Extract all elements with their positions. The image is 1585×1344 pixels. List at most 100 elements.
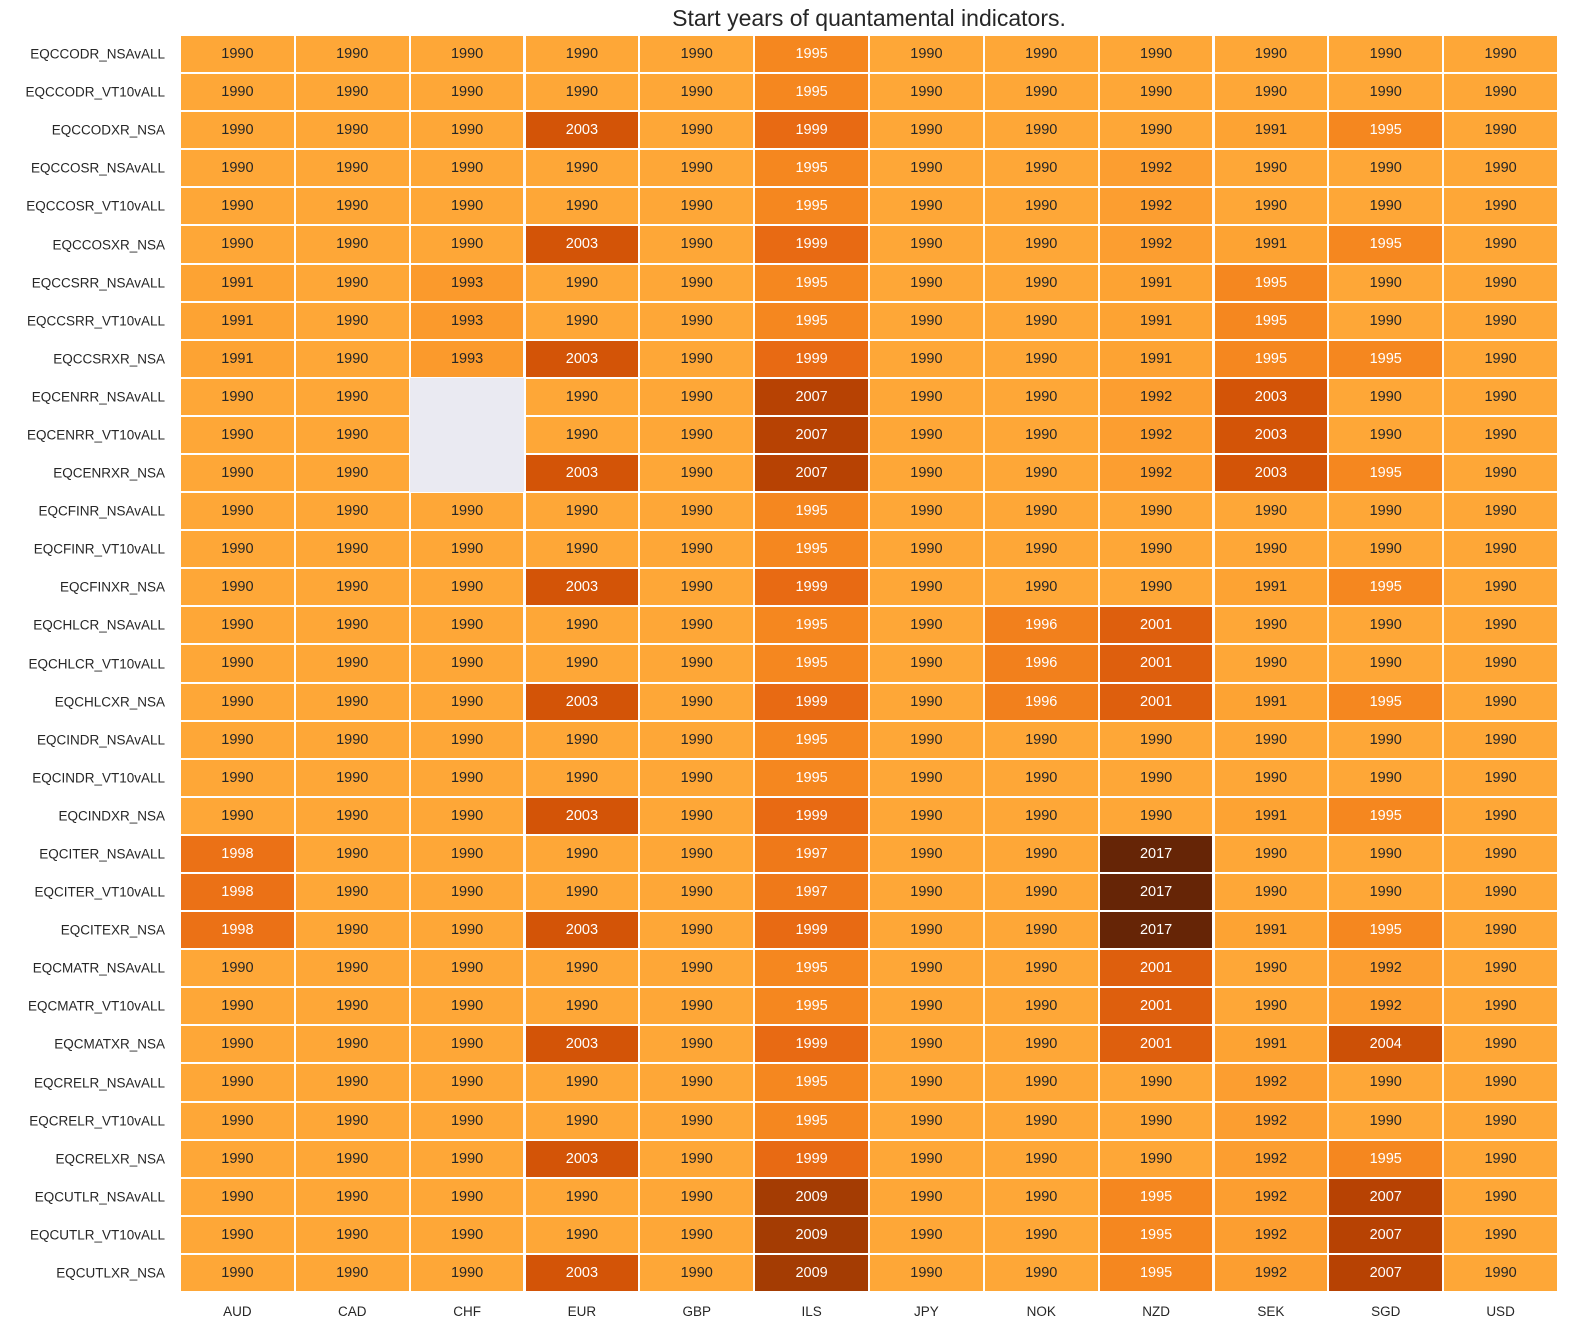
cell-value-label: 1990 (680, 655, 713, 672)
heatmap-cell: 1990 (869, 720, 984, 759)
heatmap-cell: 1991 (1098, 301, 1214, 340)
cell-value-label: 1990 (221, 1226, 254, 1243)
cell-value-label: 1990 (1484, 579, 1517, 596)
heatmap-cell: 1996 (983, 682, 1099, 721)
heatmap-cell: 1990 (180, 187, 295, 226)
cell-value-label: 1990 (221, 541, 254, 558)
heatmap-cell: 1990 (983, 111, 1099, 150)
heatmap-cell: 1990 (1213, 606, 1329, 645)
chart-title: Start years of quantamental indicators. (672, 5, 1066, 31)
cell-value-label: 1990 (1484, 388, 1517, 405)
cell-value-label: 1998 (221, 845, 254, 862)
cell-value-label: 1990 (221, 1074, 254, 1091)
heatmap-cell: 1990 (869, 1139, 984, 1178)
heatmap-cell: 1990 (639, 1139, 755, 1178)
heatmap-cell: 1990 (294, 949, 410, 988)
heatmap-cell: 1990 (869, 492, 984, 531)
heatmap-cell: 1990 (524, 415, 640, 454)
cell-value-label: 1990 (680, 884, 713, 901)
heatmap-cell: 1990 (409, 606, 525, 645)
heatmap-cell: 1990 (1443, 873, 1558, 912)
cell-value-label: 1990 (565, 388, 599, 405)
cell-value-label: 1990 (910, 236, 943, 253)
row-label: EQCCODR_VT10vALL (25, 84, 165, 100)
cell-value-label: 1990 (565, 198, 599, 215)
cell-value-label: 1990 (450, 807, 484, 824)
heatmap-cell: 1990 (180, 73, 295, 112)
heatmap-cell: 1992 (1213, 1253, 1329, 1292)
heatmap-cell: 1990 (983, 454, 1099, 493)
heatmap-cell: 1990 (294, 911, 410, 950)
cell-value-label: 1990 (450, 617, 484, 634)
cell-value-label: 1990 (1254, 998, 1288, 1015)
heatmap-cell: 1995 (1328, 682, 1444, 721)
cell-value-label: 1995 (795, 46, 828, 63)
cell-value-label: 1990 (1254, 617, 1288, 634)
cell-value-label: 1990 (910, 998, 943, 1015)
heatmap-cell: 1990 (294, 644, 410, 683)
cell-value-label: 1990 (1484, 998, 1517, 1015)
cell-value-label: 1990 (1484, 541, 1517, 558)
cell-value-label: 1990 (910, 160, 943, 177)
heatmap-cell: 1995 (754, 758, 869, 797)
heatmap-cell: 1990 (639, 35, 755, 74)
cell-value-label: 1995 (795, 1112, 828, 1129)
heatmap-cell: 1998 (180, 873, 295, 912)
heatmap-cell: 1990 (1443, 492, 1558, 531)
cell-value-label: 1991 (1139, 274, 1173, 291)
heatmap-cell: 1990 (409, 796, 525, 835)
cell-value-label: 1990 (1254, 198, 1288, 215)
cell-value-label: 1990 (1369, 541, 1402, 558)
heatmap-cell: 1990 (294, 987, 410, 1026)
heatmap-cell: 1990 (639, 720, 755, 759)
heatmap-cell: 1992 (1213, 1063, 1329, 1102)
heatmap-cell: 1995 (1328, 339, 1444, 378)
cell-value-label: 1990 (910, 807, 943, 824)
cell-value-label: 1995 (1369, 1150, 1402, 1167)
cell-value-label: 1990 (336, 426, 369, 443)
cell-value-label: 1990 (565, 845, 599, 862)
cell-value-label: 1995 (1139, 1226, 1173, 1243)
cell-value-label: 1990 (1139, 1112, 1173, 1129)
heatmap-cell: 1995 (754, 73, 869, 112)
cell-value-label: 1990 (680, 998, 713, 1015)
cell-value-label: 1990 (1254, 46, 1288, 63)
cell-value-label: 1990 (910, 122, 943, 139)
heatmap-cell: 1992 (1328, 949, 1444, 988)
cell-value-label: 1990 (565, 769, 599, 786)
heatmap-cell: 1990 (639, 1101, 755, 1140)
heatmap-cell: 1990 (1443, 606, 1558, 645)
cell-value-label: 1990 (1484, 1036, 1517, 1053)
heatmap-cell: 1990 (409, 35, 525, 74)
cell-value-label: 2007 (1369, 1264, 1402, 1281)
cell-value-label: 1992 (1254, 1150, 1288, 1167)
cell-value-label: 1990 (910, 1150, 943, 1167)
cell-value-label: 1990 (1025, 960, 1058, 977)
cell-value-label: 1990 (221, 198, 254, 215)
heatmap-cell: 1990 (1443, 415, 1558, 454)
heatmap-cell: 1990 (639, 1253, 755, 1292)
heatmap-cell: 1996 (983, 606, 1099, 645)
cell-value-label: 1990 (1484, 160, 1517, 177)
heatmap-cell: 1990 (1443, 720, 1558, 759)
heatmap-cell: 1991 (1213, 682, 1329, 721)
heatmap-cell: 1990 (294, 758, 410, 797)
cell-value-label: 1990 (450, 541, 484, 558)
heatmap-cell: 1990 (409, 73, 525, 112)
cell-value-label: 1990 (336, 46, 369, 63)
cell-value-label: 1990 (1254, 845, 1288, 862)
heatmap-cell: 2001 (1098, 1025, 1214, 1064)
cell-value-label: 1990 (910, 731, 943, 748)
cell-value-label: 1990 (680, 922, 713, 939)
heatmap-cell: 1990 (409, 873, 525, 912)
heatmap-cell-missing (409, 415, 525, 454)
cell-value-label: 1990 (1025, 426, 1058, 443)
cell-value-label: 1990 (910, 617, 943, 634)
cell-value-label: 1990 (336, 84, 369, 101)
heatmap-cell: 1990 (1328, 758, 1444, 797)
cell-value-label: 1990 (680, 541, 713, 558)
heatmap-cell: 1990 (1443, 1253, 1558, 1292)
cell-value-label: 1995 (795, 960, 828, 977)
cell-value-label: 1990 (1484, 503, 1517, 520)
cell-value-label: 1990 (680, 236, 713, 253)
